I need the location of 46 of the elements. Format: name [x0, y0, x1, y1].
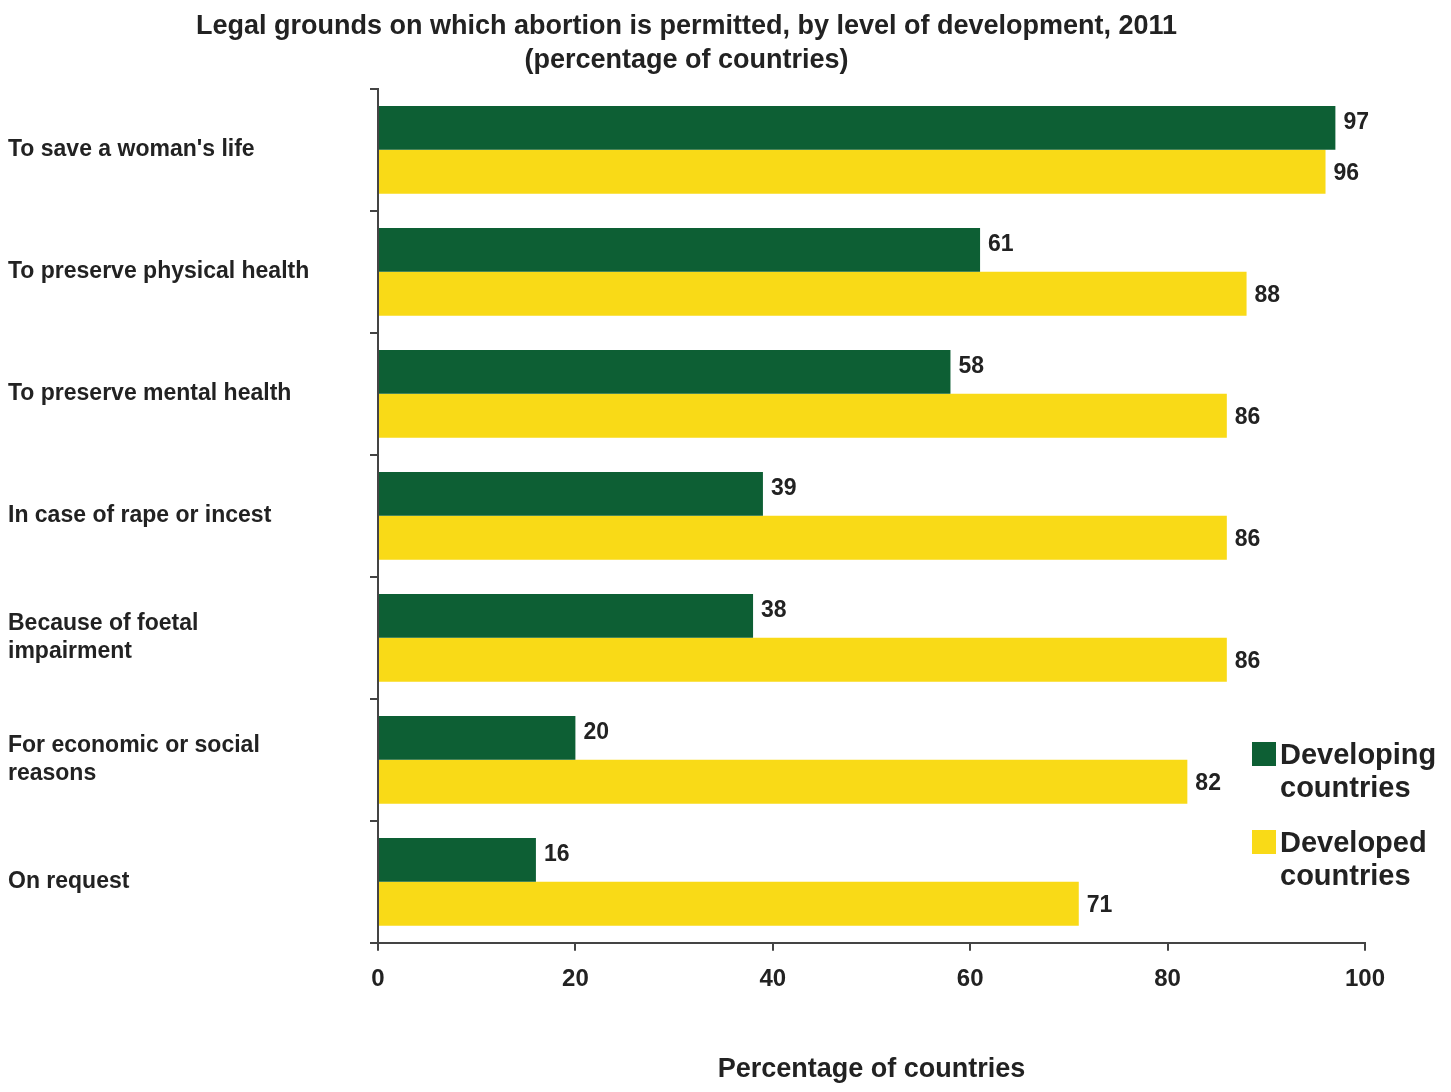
data-label: 71	[1086, 891, 1113, 918]
data-label: 39	[770, 473, 797, 500]
data-label: 97	[1343, 107, 1369, 134]
bar	[379, 227, 981, 272]
y-tick-label: For economic or social reasons	[8, 731, 260, 785]
bar	[379, 149, 1326, 194]
x-tick-label: 20	[562, 963, 589, 991]
legend-label: Developing countries	[1280, 738, 1438, 804]
bar	[379, 393, 1227, 438]
chart-title: Legal grounds on which abortion is permitted, by level of development, 2011	[195, 9, 1178, 40]
x-tick-label: 0	[371, 963, 385, 991]
bar	[379, 593, 754, 638]
data-label: 38	[761, 595, 787, 622]
bar	[379, 837, 536, 882]
data-label: 58	[958, 351, 985, 378]
x-tick-label: 60	[956, 963, 984, 991]
data-label: 86	[1234, 403, 1261, 430]
chart-subtitle: (percentage of countries)	[524, 44, 849, 75]
data-label: 20	[583, 717, 609, 744]
bar	[379, 515, 1227, 560]
bar	[379, 471, 763, 516]
y-tick-label: In case of rape or incest	[8, 501, 272, 528]
x-tick-label: 40	[759, 963, 787, 991]
x-axis-title: Percentage of countries	[717, 1053, 1026, 1084]
y-tick-label: On request	[8, 867, 130, 894]
data-label: 61	[988, 229, 1014, 256]
bar	[379, 271, 1247, 316]
bar	[379, 349, 951, 394]
y-tick-label: To preserve mental health	[8, 379, 292, 406]
data-label: 86	[1234, 525, 1261, 552]
bar	[379, 881, 1079, 926]
y-tick-label: To preserve physical health	[8, 257, 310, 284]
bar	[379, 759, 1188, 804]
y-tick-label: Because of foetal impairment	[8, 609, 199, 663]
x-tick-label: 100	[1344, 963, 1386, 991]
data-label: 82	[1195, 769, 1221, 796]
data-label: 88	[1254, 281, 1281, 308]
data-label: 16	[543, 839, 570, 866]
y-tick-label: To save a woman's life	[8, 135, 255, 162]
data-label: 86	[1234, 647, 1261, 674]
x-tick-label: 80	[1154, 963, 1181, 991]
legend-label: Developed countries	[1280, 826, 1428, 892]
bar	[379, 637, 1227, 682]
data-label: 96	[1333, 159, 1360, 186]
bar	[379, 105, 1336, 150]
bar	[379, 715, 576, 760]
